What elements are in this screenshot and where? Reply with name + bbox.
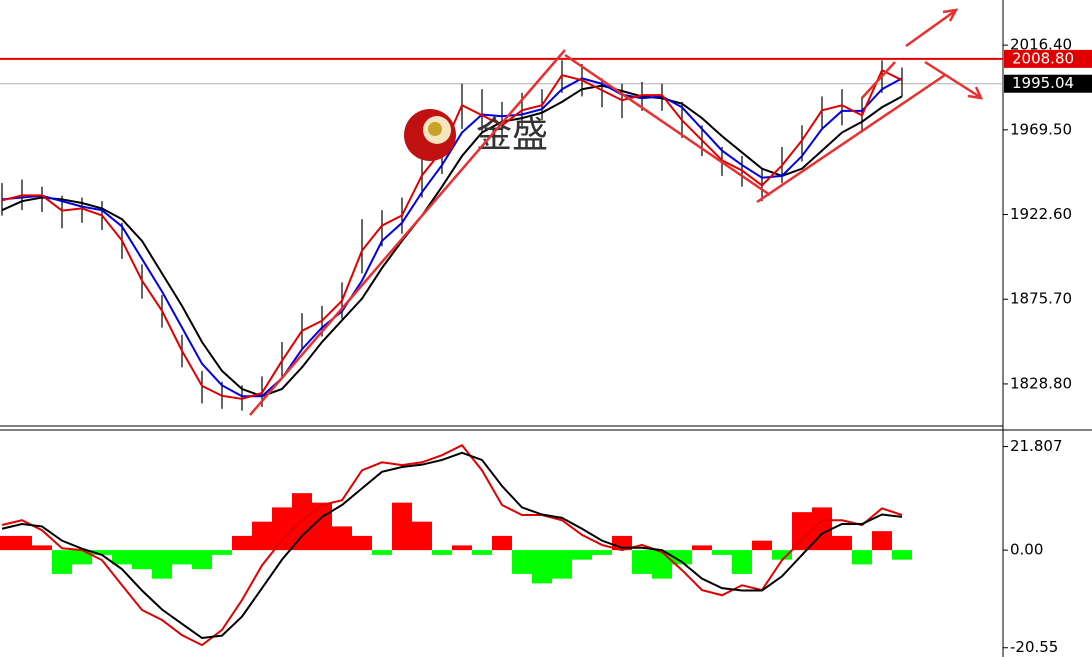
level-label: 2008.80 [1012, 49, 1074, 67]
histogram-bar [772, 550, 792, 560]
histogram-bar [492, 535, 512, 551]
histogram-bar [112, 550, 132, 565]
histogram-bar [532, 550, 552, 584]
level-tag [1004, 74, 1092, 93]
histogram-bar [432, 550, 452, 555]
histogram-bar [32, 545, 52, 551]
trend-line [861, 61, 896, 99]
trend-annotations [249, 8, 984, 416]
y-tick-label: 1828.80 [1010, 374, 1072, 392]
histogram-bar [252, 521, 272, 551]
histogram-bar [372, 550, 392, 555]
histogram-bar [832, 535, 852, 551]
y-tick-label: 0.00 [1010, 541, 1043, 559]
watermark: 金盛 [476, 115, 548, 156]
histogram-bar [572, 550, 592, 560]
level-tag [1004, 49, 1092, 68]
histogram-bar [0, 535, 12, 551]
arrow [905, 9, 956, 48]
histogram-bar [52, 550, 72, 574]
histogram-bar [72, 550, 92, 565]
histogram-bar [632, 550, 652, 574]
histogram-bar [892, 550, 912, 560]
histogram-bar [92, 550, 112, 555]
histogram-bar [412, 521, 432, 551]
y-tick-label: -20.55 [1010, 638, 1058, 656]
histogram-bar [452, 545, 472, 551]
y-tick-label: 1875.70 [1010, 290, 1072, 308]
arrow-head [967, 86, 984, 100]
histogram-bar [812, 507, 832, 551]
y-tick-label: 1969.50 [1010, 120, 1072, 138]
histogram-bar [692, 545, 712, 551]
ma-line [1, 84, 903, 398]
arrow-head [942, 8, 959, 22]
histogram-bar [132, 550, 152, 570]
histogram-bar [592, 550, 612, 555]
histogram-bar [392, 502, 412, 551]
histogram-bar [872, 531, 892, 551]
histogram-bar [752, 540, 772, 551]
histogram-bar [192, 550, 212, 570]
histogram-bar [852, 550, 872, 565]
histogram-bar [512, 550, 532, 574]
histogram-bar [472, 550, 492, 555]
histogram-bar [232, 535, 252, 551]
histogram-bar [212, 550, 232, 555]
macd-line [1, 443, 903, 647]
level-label: 1995.04 [1012, 74, 1074, 92]
histogram-bar [552, 550, 572, 579]
y-tick-label: 21.807 [1010, 437, 1063, 455]
histogram-bar [292, 493, 312, 551]
logo-coin [428, 122, 442, 136]
histogram-bar [332, 526, 352, 551]
histogram-bar [12, 535, 32, 551]
arrow [924, 60, 981, 99]
y-tick-label: 1922.60 [1010, 205, 1072, 223]
histogram-bar [172, 550, 192, 565]
trend-line [249, 49, 566, 416]
macd-line [1, 451, 903, 640]
histogram-bar [352, 535, 372, 551]
logo: 金盛 [404, 109, 548, 161]
trend-line [564, 53, 771, 197]
histogram-bar [732, 550, 752, 574]
histogram-bar [672, 550, 692, 565]
histogram-bar [152, 550, 172, 579]
y-tick-label: 2016.40 [1010, 36, 1072, 54]
trend-line [756, 73, 946, 204]
histogram-bar [272, 507, 292, 551]
histogram-bar [712, 550, 732, 555]
histogram-bar [792, 512, 812, 551]
